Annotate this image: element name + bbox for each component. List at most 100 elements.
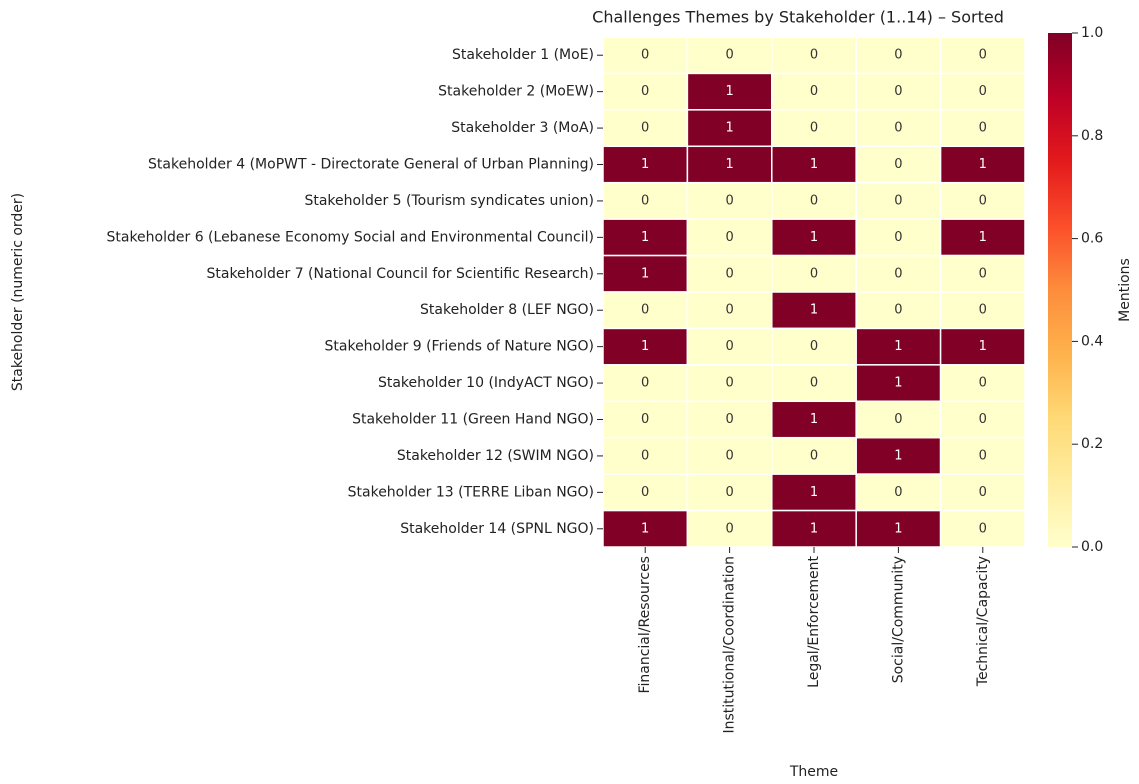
heatmap-cell — [939, 218, 1026, 257]
heatmap-cell — [602, 436, 689, 475]
heatmap-cell — [855, 436, 942, 475]
heatmap-cell — [686, 291, 773, 330]
cell-label: 0 — [810, 84, 818, 99]
cell-label: 0 — [810, 48, 818, 63]
cell-label: 1 — [641, 157, 649, 172]
cell-label: 0 — [641, 448, 649, 463]
cell-label: 0 — [641, 48, 649, 63]
cell-label: 0 — [894, 412, 902, 427]
colorbar — [1048, 33, 1072, 547]
x-tick-label: Legal/Enforcement — [806, 555, 822, 687]
y-tick-label: Stakeholder 3 (MoA) — [451, 120, 594, 136]
cell-label: 0 — [979, 266, 987, 281]
cell-label: 1 — [894, 521, 902, 536]
cell-label: 0 — [641, 485, 649, 500]
cell-label: 0 — [979, 376, 987, 391]
cell-label: 1 — [810, 412, 818, 427]
heatmap-cell — [939, 72, 1026, 111]
heatmap-cell — [855, 145, 942, 184]
cell-label: 1 — [979, 230, 987, 245]
x-tick-label: Technical/Capacity — [975, 556, 991, 687]
cell-label: 0 — [979, 84, 987, 99]
cell-label: 0 — [725, 521, 733, 536]
cell-label: 0 — [979, 303, 987, 318]
y-tick-label: Stakeholder 8 (LEF NGO) — [420, 302, 594, 318]
y-tick-label: Stakeholder 4 (MoPWT - Directorate Gener… — [148, 157, 594, 173]
cell-label: 0 — [725, 339, 733, 354]
colorbar-tick-label: 0.6 — [1081, 231, 1103, 247]
y-tick-label: Stakeholder 14 (SPNL NGO) — [400, 521, 594, 537]
cell-label: 1 — [725, 84, 733, 99]
y-tick-label: Stakeholder 9 (Friends of Nature NGO) — [325, 339, 595, 355]
heatmap-cell — [939, 400, 1026, 439]
heatmap-cell — [602, 291, 689, 330]
cell-label: 0 — [641, 376, 649, 391]
heatmap-cell — [686, 145, 773, 184]
cell-label: 0 — [894, 230, 902, 245]
heatmap-cell — [771, 145, 857, 184]
heatmap-cell — [602, 254, 689, 293]
heatmap-cell — [686, 109, 773, 148]
cell-label: 0 — [725, 266, 733, 281]
y-tick-label: Stakeholder 6 (Lebanese Economy Social a… — [106, 229, 594, 245]
cell-label: 0 — [894, 121, 902, 136]
cell-label: 0 — [979, 448, 987, 463]
y-tick-label: Stakeholder 11 (Green Hand NGO) — [352, 412, 594, 428]
heatmap-cell — [771, 509, 857, 548]
cell-label: 0 — [725, 412, 733, 427]
y-tick-label: Stakeholder 5 (Tourism syndicates union) — [304, 193, 594, 209]
heatmap-cell — [686, 364, 773, 403]
x-tick-label: Institutional/Coordination — [722, 556, 738, 734]
cell-label: 1 — [810, 157, 818, 172]
cell-label: 0 — [979, 485, 987, 500]
cell-label: 0 — [641, 303, 649, 318]
cell-label: 0 — [894, 303, 902, 318]
cell-label: 0 — [979, 48, 987, 63]
x-tick-label: Financial/Resources — [637, 556, 653, 694]
cell-label: 0 — [894, 266, 902, 281]
y-tick-label: Stakeholder 1 (MoE) — [452, 47, 594, 63]
heatmap-cell — [602, 473, 689, 512]
colorbar-tick-label: 0.2 — [1081, 436, 1103, 452]
heatmap-cell — [939, 327, 1026, 366]
cell-label: 0 — [979, 193, 987, 208]
cell-label: 1 — [894, 448, 902, 463]
colorbar-label: Mentions — [1117, 258, 1133, 322]
heatmap-cell — [686, 327, 773, 366]
cell-label: 0 — [725, 193, 733, 208]
cell-label: 1 — [641, 230, 649, 245]
y-tick-label: Stakeholder 12 (SWIM NGO) — [397, 448, 594, 464]
cell-label: 1 — [810, 521, 818, 536]
heatmap-cell — [771, 181, 857, 220]
heatmap-cell — [855, 509, 942, 548]
heatmap-cell — [771, 72, 857, 111]
cell-label: 1 — [810, 303, 818, 318]
cell-label: 1 — [894, 376, 902, 391]
heatmap-cell — [855, 364, 942, 403]
cell-label: 1 — [810, 230, 818, 245]
x-tick-label: Social/Community — [890, 556, 906, 683]
cell-label: 0 — [894, 485, 902, 500]
cell-label: 1 — [641, 339, 649, 354]
cell-label: 0 — [894, 48, 902, 63]
cell-label: 0 — [641, 412, 649, 427]
cell-label: 1 — [641, 266, 649, 281]
cell-label: 1 — [641, 521, 649, 536]
cell-label: 0 — [810, 121, 818, 136]
heatmap-cell — [686, 218, 773, 257]
cell-label: 0 — [810, 266, 818, 281]
y-tick-label: Stakeholder 7 (National Council for Scie… — [206, 266, 594, 282]
heatmap-cell — [771, 400, 857, 439]
cell-label: 0 — [641, 193, 649, 208]
cell-label: 0 — [810, 448, 818, 463]
cell-label: 1 — [725, 121, 733, 136]
cell-label: 0 — [641, 84, 649, 99]
cell-label: 0 — [979, 412, 987, 427]
cell-label: 1 — [979, 339, 987, 354]
cell-label: 0 — [725, 230, 733, 245]
cell-label: 0 — [641, 121, 649, 136]
colorbar-tick-label: 1.0 — [1081, 25, 1103, 41]
cell-label: 0 — [725, 376, 733, 391]
y-tick-label: Stakeholder 2 (MoEW) — [438, 84, 594, 100]
